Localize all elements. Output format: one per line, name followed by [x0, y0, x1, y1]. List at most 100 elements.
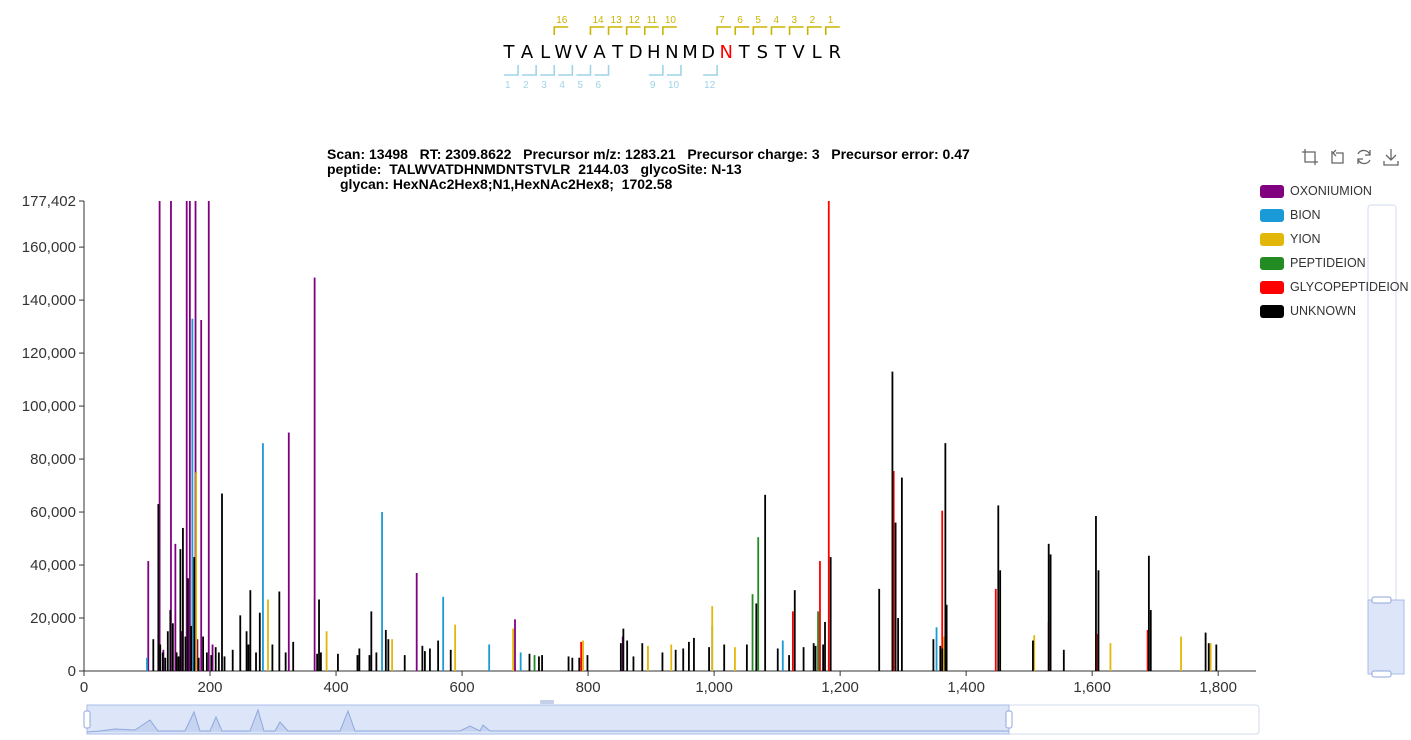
peak-bar[interactable]	[415, 572, 418, 671]
peak-bar[interactable]	[442, 596, 445, 671]
peak-bar[interactable]	[1180, 636, 1182, 671]
peak-bar[interactable]	[337, 653, 339, 671]
peak-bar[interactable]	[755, 603, 758, 671]
peak-bar[interactable]	[776, 648, 779, 671]
peak-bar[interactable]	[194, 201, 197, 671]
peak-bar[interactable]	[693, 637, 695, 671]
peak-bar[interactable]	[894, 522, 897, 671]
peak-bar[interactable]	[941, 648, 944, 671]
peak-bar[interactable]	[271, 644, 274, 671]
save-image-icon[interactable]	[1381, 147, 1401, 167]
peak-bar[interactable]	[1209, 643, 1212, 671]
peak-bar[interactable]	[661, 652, 664, 671]
peak-bar[interactable]	[802, 647, 805, 671]
peak-bar[interactable]	[571, 657, 574, 671]
peak-bar[interactable]	[723, 644, 726, 671]
peak-bar[interactable]	[1049, 554, 1052, 671]
peak-bar[interactable]	[239, 615, 242, 671]
peak-bar[interactable]	[325, 631, 328, 671]
peak-bar[interactable]	[403, 655, 406, 671]
peak-bar[interactable]	[945, 604, 948, 671]
peak-bar[interactable]	[278, 591, 281, 671]
peak-bar[interactable]	[166, 631, 169, 671]
peak-bar[interactable]	[174, 543, 177, 671]
peak-bar[interactable]	[159, 644, 162, 671]
peak-bar[interactable]	[939, 645, 942, 671]
peak-bar[interactable]	[197, 657, 200, 671]
peak-bar[interactable]	[943, 636, 945, 671]
peak-bar[interactable]	[900, 477, 903, 671]
peak-bar[interactable]	[164, 657, 167, 671]
peak-bar[interactable]	[147, 561, 150, 671]
peak-bar[interactable]	[512, 628, 515, 671]
peak-bar[interactable]	[670, 644, 673, 671]
peak-bar[interactable]	[1204, 632, 1207, 671]
peak-bar[interactable]	[538, 656, 540, 671]
peak-bar[interactable]	[454, 624, 457, 671]
peak-bar[interactable]	[195, 472, 198, 671]
peak-bar[interactable]	[217, 652, 220, 671]
peak-bar[interactable]	[249, 590, 252, 671]
peak-bar[interactable]	[1032, 640, 1034, 671]
peak-bar[interactable]	[391, 639, 394, 671]
peak-bar[interactable]	[791, 611, 794, 671]
peak-bar[interactable]	[519, 652, 522, 671]
legend-item-peptideion[interactable]: PEPTIDEION	[1260, 251, 1410, 275]
peak-bar[interactable]	[381, 512, 383, 671]
peak-bar[interactable]	[205, 652, 208, 671]
peak-bar[interactable]	[819, 561, 821, 671]
peak-bar[interactable]	[449, 649, 452, 671]
peak-bar[interactable]	[829, 557, 832, 671]
peak-bar[interactable]	[384, 629, 387, 671]
peak-bar[interactable]	[318, 599, 320, 671]
peak-bar[interactable]	[817, 611, 819, 671]
peak-bar[interactable]	[182, 527, 184, 671]
peak-bar[interactable]	[514, 619, 516, 671]
peak-bar[interactable]	[878, 588, 881, 671]
peak-bar[interactable]	[757, 537, 760, 671]
peak-bar[interactable]	[368, 655, 371, 671]
y-zoom-handle-top[interactable]	[1371, 596, 1392, 604]
peak-bar[interactable]	[997, 505, 1000, 671]
peak-bar[interactable]	[1147, 555, 1150, 671]
legend-item-oxoniumion[interactable]: OXONIUMION	[1260, 179, 1410, 203]
restore-icon[interactable]	[1354, 147, 1374, 167]
peak-bar[interactable]	[423, 651, 426, 671]
peak-bar[interactable]	[158, 201, 161, 671]
peak-bar[interactable]	[632, 656, 635, 671]
peak-bar[interactable]	[375, 652, 378, 671]
peak-bar[interactable]	[708, 647, 710, 671]
peak-bar[interactable]	[161, 652, 164, 671]
peak-bar[interactable]	[1047, 543, 1050, 671]
x-zoom-handle-right[interactable]	[1005, 710, 1013, 729]
peak-bar[interactable]	[202, 636, 204, 671]
peak-bar[interactable]	[1097, 570, 1100, 671]
peak-bar[interactable]	[541, 655, 543, 671]
peak-bar[interactable]	[245, 631, 248, 671]
peak-bar[interactable]	[932, 639, 935, 671]
peak-bar[interactable]	[788, 655, 790, 671]
legend-item-yion[interactable]: YION	[1260, 227, 1410, 251]
peak-bar[interactable]	[619, 643, 622, 671]
peak-bar[interactable]	[185, 201, 188, 671]
peak-bar[interactable]	[528, 653, 531, 671]
peak-bar[interactable]	[812, 643, 815, 671]
legend-item-glycopeptideion[interactable]: GLYCOPEPTIDEION	[1260, 275, 1410, 299]
peak-bar[interactable]	[356, 655, 359, 671]
peak-bar[interactable]	[255, 652, 257, 671]
peak-bar[interactable]	[582, 640, 584, 671]
peak-bar[interactable]	[207, 201, 210, 671]
peak-bar[interactable]	[827, 201, 830, 671]
peak-bar[interactable]	[169, 610, 172, 671]
peak-bar[interactable]	[320, 652, 322, 671]
peak-bar[interactable]	[626, 640, 629, 671]
peak-bar[interactable]	[188, 201, 191, 671]
peak-bar[interactable]	[175, 652, 178, 671]
peak-bar[interactable]	[944, 443, 947, 671]
peak-bar[interactable]	[358, 648, 361, 671]
zoom-select-icon[interactable]	[1300, 147, 1320, 167]
peak-bar[interactable]	[711, 606, 714, 671]
peak-bar[interactable]	[892, 470, 895, 671]
peak-bar[interactable]	[647, 645, 649, 671]
peak-bar[interactable]	[814, 645, 817, 671]
